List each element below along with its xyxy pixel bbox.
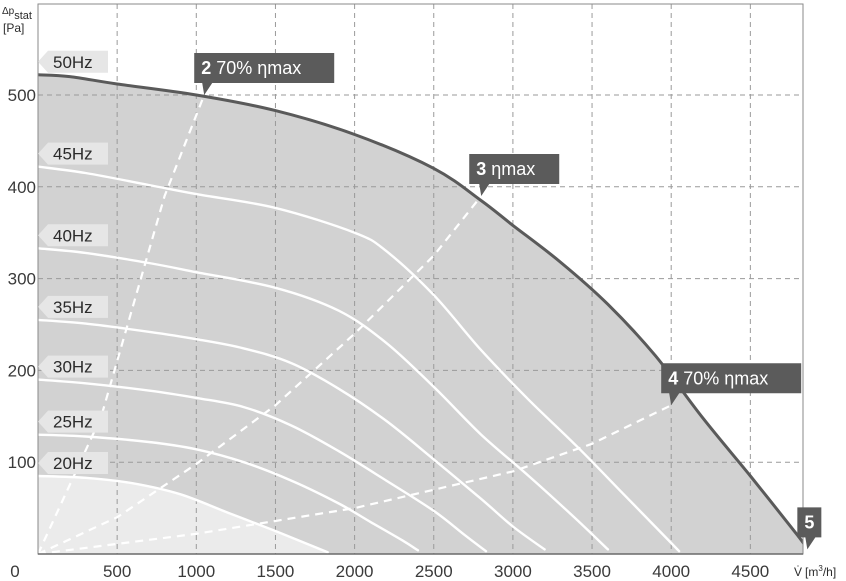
curve-30hz bbox=[38, 378, 488, 553]
callout-4: 4 70% ηmax bbox=[661, 363, 802, 406]
y-axis-title: Δpstat bbox=[2, 6, 32, 22]
freq-tag-25hz: 25Hz bbox=[38, 410, 108, 433]
curve-35hz bbox=[38, 318, 546, 551]
x-tick-label-3500: 3500 bbox=[573, 562, 611, 581]
freq-tag-45hz: 45Hz bbox=[38, 142, 108, 165]
efficiency-line-2 bbox=[38, 195, 483, 554]
x-tick-label-3000: 3000 bbox=[494, 562, 532, 581]
callout-box bbox=[661, 363, 802, 406]
callout-text: 70% ηmax bbox=[683, 368, 768, 388]
x-tick-label-1000: 1000 bbox=[177, 562, 215, 581]
freq-tag-label: 40Hz bbox=[53, 226, 93, 245]
envelope-area bbox=[38, 74, 803, 554]
freq-tag-40hz: 40Hz bbox=[38, 224, 108, 247]
freq-tag-label: 20Hz bbox=[53, 454, 93, 473]
callout-number: 3 bbox=[476, 159, 486, 179]
ticks-layer: 0 500 1000 1500 2000 2500 3000 3500 4000 45001002… bbox=[8, 86, 770, 581]
curve-50hz bbox=[38, 73, 803, 546]
y-tick-label-100: 100 bbox=[8, 453, 36, 472]
callout-3: 3 ηmax bbox=[469, 153, 560, 196]
freq-tag-bg bbox=[38, 224, 108, 247]
callout-label: 5 bbox=[804, 512, 814, 532]
x-tick-label-2500: 2500 bbox=[415, 562, 453, 581]
callout-2: 2 70% ηmax bbox=[194, 53, 335, 95]
freq-tag-bg bbox=[38, 295, 108, 318]
callout-box bbox=[797, 507, 822, 550]
curve-45hz bbox=[38, 165, 681, 553]
freq-tag-label: 25Hz bbox=[53, 413, 93, 432]
callout-label: 3 ηmax bbox=[476, 159, 535, 179]
freq-tag-20hz: 20Hz bbox=[38, 451, 108, 474]
freq-tag-bg bbox=[38, 451, 108, 474]
callout-number: 4 bbox=[668, 368, 678, 388]
callout-label: 4 70% ηmax bbox=[668, 368, 768, 388]
callout-label: 2 70% ηmax bbox=[201, 58, 301, 78]
tags-layer: 50Hz 45Hz 40Hz 35Hz 30Hz 25Hz 20Hz bbox=[38, 50, 108, 474]
x-tick-label-2000: 2000 bbox=[336, 562, 374, 581]
freq-tag-label: 45Hz bbox=[53, 145, 93, 164]
x-tick-label-500: 500 bbox=[103, 562, 131, 581]
x-axis-unit-sup: 3 bbox=[818, 564, 823, 573]
frame-layer bbox=[37, 3, 804, 555]
curve-20hz bbox=[38, 474, 329, 554]
x-axis-title: V̇ [m3/h] bbox=[794, 564, 836, 579]
callout-5: 5 bbox=[797, 507, 822, 550]
x-tick-label-4000: 4000 bbox=[652, 562, 690, 581]
x-axis-unit-post: /h] bbox=[823, 565, 836, 579]
freq-tag-label: 30Hz bbox=[53, 358, 93, 377]
freq-tag-label: 35Hz bbox=[53, 298, 93, 317]
freq-tag-30hz: 30Hz bbox=[38, 355, 108, 378]
y-tick-label-400: 400 bbox=[8, 178, 36, 197]
freq-tag-bg bbox=[38, 355, 108, 378]
y-axis-subscript: stat bbox=[14, 10, 32, 22]
callout-text: ηmax bbox=[491, 159, 535, 179]
curve-25hz bbox=[38, 433, 420, 552]
efficiency-line-1 bbox=[38, 94, 206, 554]
callout-number: 5 bbox=[804, 512, 814, 532]
callout-box bbox=[469, 153, 560, 196]
y-axis-unit: [Pa] bbox=[3, 21, 24, 35]
y-axis-symbol: Δp bbox=[2, 6, 15, 17]
curve-40hz bbox=[38, 247, 610, 551]
x-axis-unit-pre: [m bbox=[805, 565, 818, 579]
efficiency-line-3 bbox=[38, 404, 672, 554]
x-tick-label-1500: 1500 bbox=[257, 562, 295, 581]
freq-tag-label: 50Hz bbox=[53, 53, 93, 72]
freq-tag-bg bbox=[38, 142, 108, 165]
y-tick-label-500: 500 bbox=[8, 86, 36, 105]
y-tick-label-200: 200 bbox=[8, 361, 36, 380]
x-tick-label-0: 0 bbox=[10, 562, 19, 581]
callout-text: 70% ηmax bbox=[216, 58, 301, 78]
callout-number: 2 bbox=[201, 58, 211, 78]
freq-tag-bg bbox=[38, 50, 108, 73]
freq-tag-bg bbox=[38, 410, 108, 433]
freq-tag-50hz: 50Hz bbox=[38, 50, 108, 73]
freq-tag-35hz: 35Hz bbox=[38, 295, 108, 318]
y-tick-label-300: 300 bbox=[8, 270, 36, 289]
fill-layer bbox=[38, 74, 803, 554]
titles-layer: Δpstat [Pa] V̇ [m3/h] bbox=[2, 6, 836, 579]
x-axis-symbol: V̇ bbox=[794, 565, 802, 579]
callout-box bbox=[194, 53, 335, 95]
low-speed-region bbox=[38, 476, 328, 554]
curves-layer bbox=[38, 73, 803, 554]
x-tick-label-4500: 4500 bbox=[731, 562, 769, 581]
